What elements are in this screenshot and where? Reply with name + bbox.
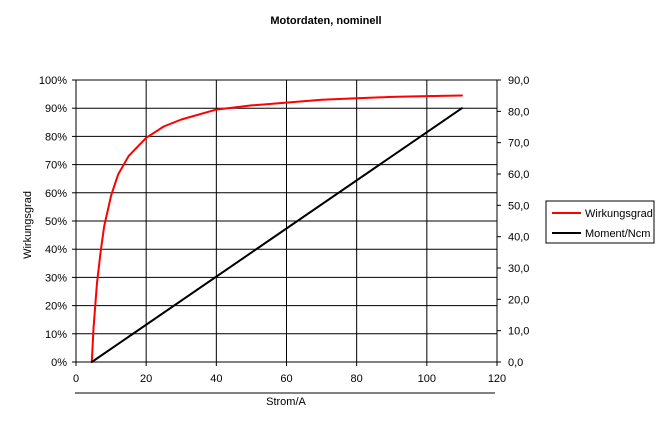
y-right-tick-label: 0,0 bbox=[508, 357, 523, 369]
y-right-tick-label: 30,0 bbox=[508, 263, 529, 275]
x-tick-label: 120 bbox=[488, 373, 506, 385]
series-line-wirkungsgrad bbox=[90, 94, 463, 363]
y-right-tick-label: 70,0 bbox=[508, 138, 529, 150]
series-line-moment-ncm bbox=[90, 107, 463, 363]
y-left-tick-label: 90% bbox=[45, 103, 67, 115]
y-axis-left-label: Wirkungsgrad bbox=[22, 191, 34, 259]
legend-label-moment: Moment/Ncm bbox=[585, 228, 650, 240]
legend: Wirkungsgrad Moment/Ncm bbox=[545, 200, 655, 244]
series-lines bbox=[90, 94, 463, 363]
x-tick-label: 40 bbox=[210, 373, 222, 385]
y-right-tick-label: 40,0 bbox=[508, 232, 529, 244]
y-left-tick-label: 30% bbox=[45, 272, 67, 284]
y-left-tick-label: 0% bbox=[51, 357, 67, 369]
legend-label-wirkungsgrad: Wirkungsgrad bbox=[585, 208, 653, 220]
y-left-tick-label: 100% bbox=[39, 75, 67, 87]
y-axis-right-ticks: 0,0 10,0 20,0 30,0 40,0 50,0 60,0 70,0 80,0 90,0 bbox=[497, 75, 529, 369]
chart-title: Motordaten, nominell bbox=[270, 15, 381, 27]
y-right-tick-label: 90,0 bbox=[508, 75, 529, 87]
legend-box bbox=[545, 200, 655, 244]
x-tick-label: 100 bbox=[418, 373, 436, 385]
y-left-tick-label: 40% bbox=[45, 244, 67, 256]
y-right-tick-label: 50,0 bbox=[508, 200, 529, 212]
y-right-tick-label: 60,0 bbox=[508, 169, 529, 181]
x-axis-label: Strom/A bbox=[266, 396, 306, 408]
y-left-tick-label: 60% bbox=[45, 188, 67, 200]
x-tick-label: 60 bbox=[280, 373, 292, 385]
grid bbox=[76, 80, 497, 362]
x-tick-label: 20 bbox=[140, 373, 152, 385]
y-left-tick-label: 10% bbox=[45, 329, 67, 341]
y-right-tick-label: 10,0 bbox=[508, 326, 529, 338]
y-right-tick-label: 80,0 bbox=[508, 106, 529, 118]
y-axis-left-ticks: 0% 10% 20% 30% 40% 50% 60% 70% 80% 90% 100% bbox=[39, 75, 76, 369]
y-left-tick-label: 70% bbox=[45, 160, 67, 172]
x-tick-label: 0 bbox=[73, 373, 79, 385]
y-left-tick-label: 20% bbox=[45, 301, 67, 313]
x-axis-ticks: 0 20 40 60 80 100 120 bbox=[73, 362, 506, 385]
y-left-tick-label: 80% bbox=[45, 131, 67, 143]
y-right-tick-label: 20,0 bbox=[508, 294, 529, 306]
y-left-tick-label: 50% bbox=[45, 216, 67, 228]
x-tick-label: 80 bbox=[351, 373, 363, 385]
